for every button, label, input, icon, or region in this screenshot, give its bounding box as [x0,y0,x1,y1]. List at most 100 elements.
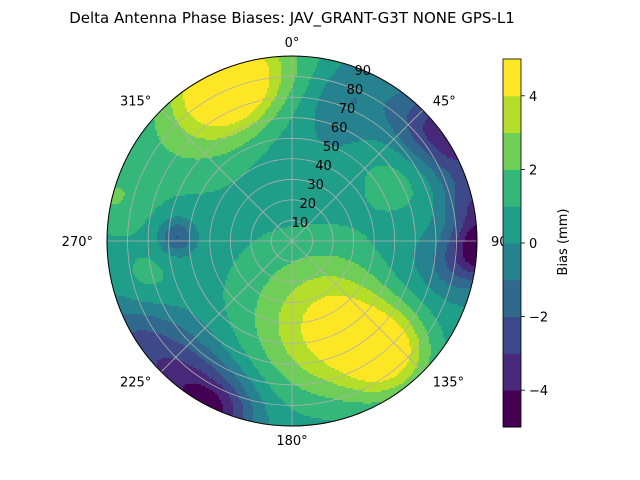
contour-cell [367,200,410,203]
contour-cell [301,330,406,333]
contour-cell [163,270,230,273]
contour-cell [455,194,474,197]
contour-cell [455,260,466,263]
contour-cell [123,158,196,161]
contour-cell [291,356,318,359]
contour-cell [269,72,282,75]
contour-cell [319,98,354,101]
contour-cell [107,258,138,261]
contour-cell [325,84,396,87]
contour-cell [123,322,174,325]
contour-cell [415,264,434,267]
contour-cell [195,352,214,355]
contour-cell [315,120,388,123]
contour-cell [409,200,434,203]
contour-cell [431,310,466,313]
contour-cell [449,242,458,245]
contour-cell [367,288,390,291]
contour-cell [463,242,477,245]
contour-cell [439,294,472,297]
contour-cell [445,254,456,257]
contour-cell [419,356,430,359]
contour-cell [361,266,390,269]
contour-cell [279,370,308,373]
contour-cell [427,180,442,183]
contour-cell [287,226,350,229]
contour-cell [451,302,470,305]
contour-cell [133,264,158,267]
contour-cell [463,222,477,225]
contour-cell [321,276,338,279]
contour-cell [357,98,390,101]
contour-cell [241,60,266,63]
contour-cell [407,364,418,367]
contour-cell [419,170,434,173]
contour-cell [443,188,456,191]
contour-cell [123,318,162,321]
contour-cell [135,260,154,263]
contour-cell [297,72,314,75]
contour-cell [425,282,448,285]
contour-cell [129,148,168,151]
contour-cell [395,132,412,135]
contour-cell [251,112,266,115]
contour-cell [439,164,464,167]
contour-cell [395,308,412,311]
contour-cell [455,244,464,247]
contour-cell [431,346,446,349]
contour-cell [281,70,298,73]
contour-cell [249,396,262,399]
contour-cell [193,116,248,119]
contour-cell [115,298,132,301]
contour-cell [423,234,442,237]
contour-cell [127,328,184,331]
contour-cell [385,104,416,107]
contour-cell [351,260,386,263]
contour-cell [241,344,262,347]
contour-cell [217,138,252,141]
contour-cell [197,338,218,341]
contour-cell [145,220,166,223]
contour-cell [385,210,390,213]
contour-cell [233,408,244,411]
contour-cell [409,360,420,363]
contour-cell [407,120,426,123]
contour-cell [123,162,256,165]
contour-cell [223,362,238,365]
contour-cell [407,116,432,119]
contour-cell [455,204,470,207]
contour-cell [419,358,430,361]
contour-cell [453,228,462,231]
contour-cell [215,380,228,383]
contour-cell [447,300,470,303]
contour-cell [419,340,430,343]
contour-cell [265,404,288,407]
contour-cell [107,234,112,237]
contour-cell [249,114,264,117]
contour-cell [279,58,298,61]
contour-cell [161,358,174,361]
contour-cell [253,364,274,367]
contour-cell [425,122,438,125]
contour-cell [269,70,282,73]
contour-cell [387,302,406,305]
contour-cell [163,272,230,275]
contour-cell [137,258,150,261]
contour-cell [189,232,200,235]
contour-cell [405,366,418,369]
contour-cell [135,274,164,277]
contour-cell [455,212,468,215]
contour-cell [107,242,160,245]
contour-cell [349,226,428,229]
contour-cell [441,234,452,237]
contour-cell [287,378,324,381]
contour-cell [175,118,196,121]
contour-cell [119,170,248,173]
contour-cell [293,82,310,85]
contour-cell [283,104,300,107]
contour-cell [415,262,434,265]
contour-cell [465,258,477,261]
azimuth-tick-label: 315° [120,94,151,109]
contour-cell [431,142,452,145]
contour-cell [263,376,286,379]
